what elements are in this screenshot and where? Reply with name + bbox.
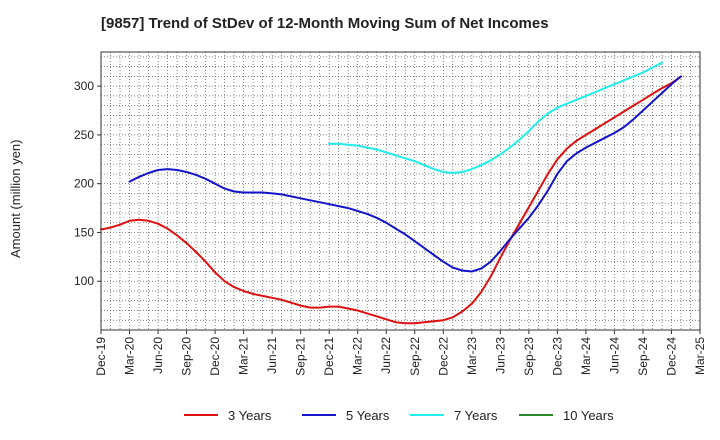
- axes: 100 150 200 250 300 Dec-19 Mar-20 Jun-20 Sep-20 D…: [74, 51, 707, 376]
- legend-label: 5 Years: [346, 407, 390, 423]
- x-tick-label: Dec-22: [436, 337, 450, 376]
- x-tick-label: Jun-24: [607, 337, 621, 374]
- series-lines: [100, 61, 682, 325]
- legend-item-5-years: 5 Years: [302, 405, 389, 425]
- x-tick-label: Mar-24: [579, 337, 593, 375]
- series-line-7-years: [328, 61, 663, 174]
- x-tick-label: Mar-25: [693, 337, 707, 375]
- y-tick-label: 250: [74, 128, 94, 142]
- x-tick-label: Jun-21: [265, 337, 279, 374]
- x-tick-label: Mar-23: [465, 337, 479, 375]
- x-tick-label: Dec-20: [208, 337, 222, 376]
- y-tick-label: 200: [74, 177, 94, 191]
- x-tick-label: Sep-24: [636, 337, 650, 376]
- x-tick-label: Dec-19: [94, 337, 108, 376]
- x-tick-label: Dec-24: [664, 337, 678, 376]
- x-tick-label: Mar-22: [351, 337, 365, 375]
- x-tick-label: Mar-21: [237, 337, 251, 375]
- y-tick-label: 100: [74, 274, 94, 288]
- legend-swatch: [410, 414, 444, 416]
- legend-item-3-years: 3 Years: [184, 405, 271, 425]
- series-line-5-years: [128, 75, 682, 273]
- x-tick-label: Jun-20: [151, 337, 165, 374]
- x-tick-label: Sep-20: [180, 337, 194, 376]
- x-tick-label: Sep-21: [294, 337, 308, 376]
- x-tick-label: Sep-22: [408, 337, 422, 376]
- legend-swatch: [184, 414, 218, 416]
- x-tick-label: Sep-23: [522, 337, 536, 376]
- y-tick-label: 150: [74, 225, 94, 239]
- x-tick-label: Jun-23: [493, 337, 507, 374]
- y-tick-label: 300: [74, 79, 94, 93]
- grid-lines: [101, 52, 700, 330]
- x-tick-label: Jun-22: [379, 337, 393, 374]
- series-line-3-years: [100, 75, 682, 325]
- legend-item-7-years: 7 Years: [410, 405, 497, 425]
- legend-label: 10 Years: [563, 407, 614, 423]
- legend: 3 Years 5 Years 7 Years 10 Years: [0, 405, 720, 425]
- legend-label: 7 Years: [454, 407, 498, 423]
- x-tick-label: Dec-21: [322, 337, 336, 376]
- x-tick-label: Mar-20: [123, 337, 137, 375]
- x-tick-label: Dec-23: [550, 337, 564, 376]
- legend-swatch: [519, 414, 553, 416]
- plot-frame: [100, 51, 701, 331]
- legend-swatch: [302, 414, 336, 416]
- legend-item-10-years: 10 Years: [519, 405, 614, 425]
- chart-title: [9857] Trend of StDev of 12-Month Moving…: [101, 15, 549, 32]
- legend-label: 3 Years: [228, 407, 272, 423]
